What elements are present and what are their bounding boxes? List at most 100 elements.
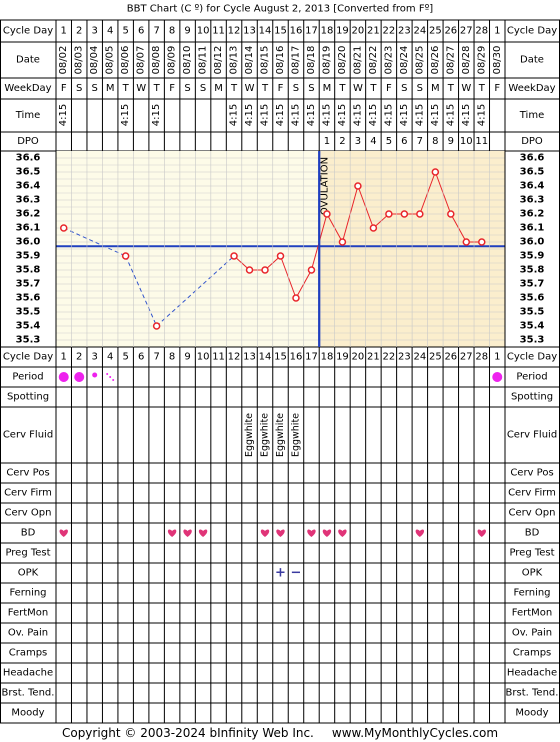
row-label-right-preg_test: Preg Test [509, 548, 554, 559]
y-tick-label: 35.8 [16, 265, 41, 276]
dpo-label: 10 [460, 136, 473, 147]
cycle-day-label-bottom: 27 [460, 352, 473, 363]
row-label-right-opk: OPK [522, 568, 543, 579]
y-tick-label-right: 35.3 [520, 335, 545, 346]
period-heavy-dot [492, 372, 503, 382]
row-label-right-fertmon: FertMon [512, 608, 552, 619]
cycle-day-label-bottom: 13 [243, 352, 256, 363]
weekday-label: S [293, 83, 299, 94]
time-label: 4:15 [352, 104, 363, 126]
date-label: 08/13 [229, 46, 240, 75]
y-tick-label-right: 36.2 [520, 209, 545, 220]
cerv-fluid-label: Eggwhite [260, 413, 271, 457]
y-tick-label-right: 35.5 [520, 307, 545, 318]
y-tick-label-right: 36.4 [520, 181, 545, 192]
time-label: 4:15 [244, 104, 255, 126]
weekday-label: M [214, 83, 223, 94]
temp-point [354, 182, 362, 190]
temp-point [230, 252, 238, 260]
weekday-label: M [431, 83, 440, 94]
y-tick-label-right: 35.8 [520, 265, 545, 276]
row-label-headache: Headache [3, 668, 53, 679]
date-label: 08/19 [321, 46, 332, 75]
dpo-label: 6 [401, 136, 407, 147]
weekday-label: T [122, 83, 130, 94]
cycle-day-label-bottom: 21 [367, 352, 380, 363]
temp-point [416, 210, 424, 218]
period-heavy-dot [58, 372, 69, 382]
weekday-label: S [184, 83, 190, 94]
date-label: 08/25 [414, 46, 425, 75]
weekday-label: S [92, 83, 98, 94]
opk-mark: − [291, 566, 302, 581]
row-label-right-period: Period [516, 372, 547, 383]
y-tick-label: 35.3 [16, 335, 41, 346]
time-label: 4:15 [476, 104, 487, 126]
cycle-day-label: 26 [444, 26, 457, 37]
time-label: 4:15 [337, 104, 348, 126]
time-label: 4:15 [399, 104, 410, 126]
y-tick-label-right: 36.6 [520, 153, 545, 164]
date-label: 08/15 [260, 46, 271, 75]
footer-site-link[interactable]: www.MyMonthlyCycles.com [332, 726, 498, 740]
period-spotting-dot [109, 376, 112, 378]
cycle-day-label: 5 [122, 26, 128, 37]
row-label-date: Date [16, 55, 40, 66]
date-label: 08/04 [89, 46, 100, 75]
bd-heart-icon [415, 529, 425, 537]
temp-point [338, 238, 347, 246]
time-label: 4:15 [383, 104, 394, 126]
cycle-day-label-bottom: 1 [61, 352, 67, 363]
cycle-day-label: 16 [290, 26, 303, 37]
row-label-spotting: Spotting [7, 392, 49, 403]
cycle-day-label: 11 [212, 26, 225, 37]
period-spotting-dot [106, 373, 109, 375]
bd-heart-icon [59, 529, 68, 537]
time-label: 4:15 [275, 104, 286, 126]
weekday-label: W [245, 83, 255, 94]
bd-heart-icon [198, 529, 208, 537]
row-label-right-weekday: WeekDay [508, 83, 555, 94]
cycle-day-label-bottom: 17 [305, 352, 318, 363]
row-label-period: Period [12, 372, 43, 383]
cycle-day-label: 4 [107, 26, 113, 37]
row-label-right-moody: Moody [515, 708, 548, 719]
cycle-day-label: 17 [305, 26, 318, 37]
row-label-right-time: Time [519, 110, 544, 121]
weekday-label: W [136, 83, 146, 94]
cycle-day-label: 7 [153, 26, 159, 37]
cycle-day-label-bottom: 15 [274, 352, 287, 363]
y-tick-label: 36.0 [16, 237, 41, 248]
time-label: 4:15 [229, 104, 240, 126]
y-tick-label-right: 36.3 [520, 195, 545, 206]
cerv-fluid-label: Eggwhite [244, 413, 255, 457]
temp-point [400, 210, 409, 218]
weekday-label: T [338, 83, 346, 94]
cycle-day-label: 10 [197, 26, 210, 37]
row-label-cerv_firm: Cerv Firm [4, 488, 52, 499]
row-label-time: Time [15, 110, 40, 121]
cycle-day-label: 14 [259, 26, 272, 37]
weekday-label: S [200, 83, 206, 94]
time-label: 4:15 [151, 104, 162, 126]
cycle-day-label: 20 [352, 26, 365, 37]
cycle-day-label-bottom: 1 [494, 352, 500, 363]
row-label-cycle_day: Cycle Day [3, 26, 53, 37]
date-label: 08/23 [383, 46, 394, 75]
y-tick-label-right: 35.9 [520, 251, 545, 262]
date-label: 08/18 [306, 46, 317, 75]
temp-point [323, 210, 331, 218]
y-tick-label: 35.5 [16, 307, 41, 318]
cycle-day-label: 28 [475, 26, 488, 37]
time-label: 4:15 [290, 104, 301, 126]
cycle-day-label: 6 [138, 26, 144, 37]
y-tick-label-right: 36.1 [520, 223, 545, 234]
weekday-label: F [278, 83, 284, 94]
date-label: 08/11 [198, 46, 209, 75]
bd-heart-icon [260, 529, 270, 537]
date-label: 08/02 [58, 46, 69, 75]
weekday-label: T [261, 83, 269, 94]
temp-point [447, 210, 455, 218]
y-tick-label: 36.5 [16, 167, 41, 178]
